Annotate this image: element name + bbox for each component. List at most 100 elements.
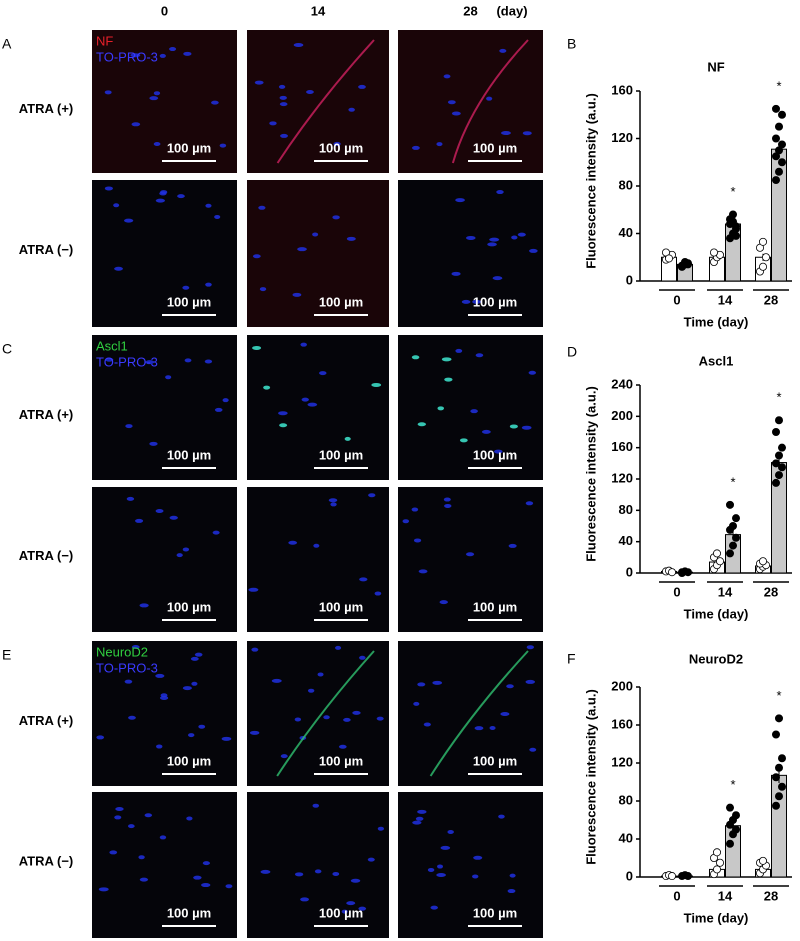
data-point	[678, 569, 687, 578]
nucleus	[509, 873, 516, 878]
row-label: ATRA (+)	[19, 713, 74, 728]
y-tick-label: 0	[626, 272, 633, 287]
nucleus	[412, 820, 422, 825]
data-point	[778, 754, 787, 763]
scale-bar-label: 100 µm	[319, 140, 363, 155]
nucleus	[312, 232, 319, 237]
data-point	[732, 231, 741, 240]
nucleus	[411, 355, 420, 360]
nucleus	[529, 248, 538, 253]
nucleus	[254, 80, 264, 85]
column-header: 14	[311, 3, 326, 18]
data-point	[732, 825, 741, 834]
data-point	[772, 427, 781, 436]
nucleus	[423, 722, 431, 727]
bar	[771, 462, 787, 574]
nucleus	[307, 402, 318, 407]
nucleus	[436, 142, 443, 147]
micrograph	[92, 792, 237, 938]
nucleus	[279, 102, 288, 107]
nucleus	[184, 358, 192, 363]
nucleus	[439, 600, 448, 605]
scale-bar-label: 100 µm	[473, 447, 517, 462]
nucleus	[472, 874, 479, 879]
data-point	[762, 253, 771, 262]
nucleus	[350, 878, 361, 883]
chart-title: NeuroD2	[689, 651, 743, 666]
nucleus	[104, 186, 113, 191]
nucleus	[271, 678, 282, 683]
nucleus	[153, 141, 161, 146]
x-tick-label: 28	[764, 584, 778, 599]
y-axis-label: Fluorescence intensity (a.u.)	[583, 386, 598, 562]
nucleus	[358, 84, 366, 89]
data-point	[716, 858, 725, 867]
nucleus	[248, 587, 259, 592]
data-point	[729, 541, 738, 550]
micrograph	[92, 487, 237, 632]
data-point	[775, 122, 784, 131]
nucleus	[280, 133, 288, 138]
y-tick-label: 80	[619, 502, 633, 517]
data-point	[732, 533, 741, 542]
nucleus	[418, 569, 428, 574]
y-tick-label: 80	[619, 177, 633, 192]
micrograph	[398, 792, 543, 938]
nucleus	[371, 382, 382, 387]
nucleus	[402, 519, 410, 524]
nucleus	[413, 701, 420, 706]
scale-bar-label: 100 µm	[473, 905, 517, 920]
scale-bar-label: 100 µm	[167, 753, 211, 768]
scale-bar-label: 100 µm	[319, 753, 363, 768]
row-label: ATRA (+)	[19, 101, 74, 116]
nucleus	[131, 122, 141, 127]
scale-bar-label: 100 µm	[167, 294, 211, 309]
nucleus	[455, 198, 465, 203]
day-unit: (day)	[496, 3, 527, 18]
nucleus	[487, 242, 497, 247]
data-point	[778, 443, 787, 452]
nucleus	[156, 744, 163, 749]
y-tick-label: 120	[611, 130, 633, 145]
y-tick-label: 40	[619, 225, 633, 240]
nucleus	[222, 398, 229, 403]
nucleus	[461, 299, 471, 304]
y-axis-label: Fluorescence intensity (a.u.)	[583, 689, 598, 865]
nucleus	[204, 359, 213, 364]
y-tick-label: 160	[611, 716, 633, 731]
nucleus	[214, 214, 221, 219]
nucleus	[300, 342, 307, 347]
marker-label: TO-PRO-3	[96, 660, 158, 675]
data-point	[778, 140, 787, 149]
nucleus	[198, 724, 206, 729]
data-point	[729, 210, 738, 219]
nucleus	[338, 744, 347, 749]
panel-letter: B	[567, 36, 576, 52]
data-point	[726, 500, 735, 509]
nucleus	[105, 357, 114, 362]
panel-letter: E	[2, 647, 11, 663]
y-tick-label: 160	[611, 439, 633, 454]
nucleus	[333, 141, 341, 146]
nucleus	[447, 829, 454, 834]
nucleus	[346, 236, 356, 241]
nucleus	[109, 850, 118, 855]
nucleus	[300, 897, 310, 902]
nucleus	[139, 877, 149, 882]
data-point	[729, 522, 738, 531]
data-point	[684, 872, 693, 881]
cell-process	[276, 39, 375, 164]
y-tick-label: 40	[619, 830, 633, 845]
y-tick-label: 0	[626, 868, 633, 883]
nucleus	[96, 735, 105, 740]
micrograph	[92, 641, 237, 786]
nucleus	[489, 237, 500, 242]
y-tick-label: 200	[611, 408, 633, 423]
nucleus	[169, 515, 178, 520]
data-point	[772, 134, 781, 143]
micrograph	[247, 180, 389, 327]
nucleus	[517, 232, 526, 237]
nucleus	[444, 377, 453, 382]
data-point	[668, 568, 677, 577]
data-point	[778, 158, 787, 167]
